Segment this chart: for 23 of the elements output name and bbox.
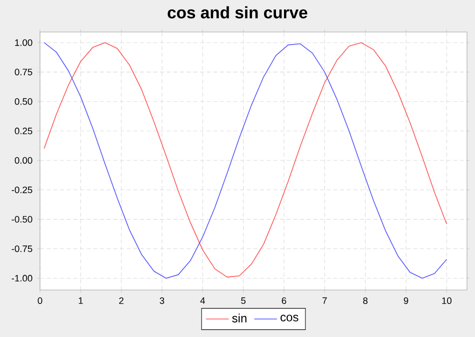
- legend-label: sin: [232, 314, 246, 322]
- y-tick-label: 0.00: [14, 157, 32, 164]
- chart-title: cos and sin curve: [168, 6, 308, 18]
- x-tick-label: 1: [78, 297, 83, 304]
- x-tick-label: 7: [322, 297, 327, 304]
- y-tick-label: -1.00: [12, 274, 32, 282]
- x-tick-label: 9: [404, 297, 408, 304]
- x-tick-label: 8: [363, 297, 368, 304]
- y-tick-label: -0.75: [12, 245, 32, 252]
- y-tick-label: 0.50: [14, 98, 32, 105]
- x-tick-label: 4: [200, 297, 205, 304]
- x-tick-label: 6: [282, 297, 286, 304]
- x-tick-label: 5: [241, 297, 246, 304]
- x-tick-label: 0: [38, 297, 42, 304]
- y-tick-label: 1.00: [15, 39, 32, 46]
- x-tick-label: 3: [160, 297, 164, 304]
- x-tick-label: 2: [119, 297, 124, 304]
- y-tick-label: 0.75: [14, 68, 32, 76]
- legend-label: cos: [280, 314, 298, 322]
- x-tick-label: 10: [442, 297, 452, 304]
- y-tick-label: -0.50: [12, 216, 32, 223]
- y-tick-label: 0.25: [14, 128, 32, 134]
- y-tick-label: -0.25: [12, 186, 32, 194]
